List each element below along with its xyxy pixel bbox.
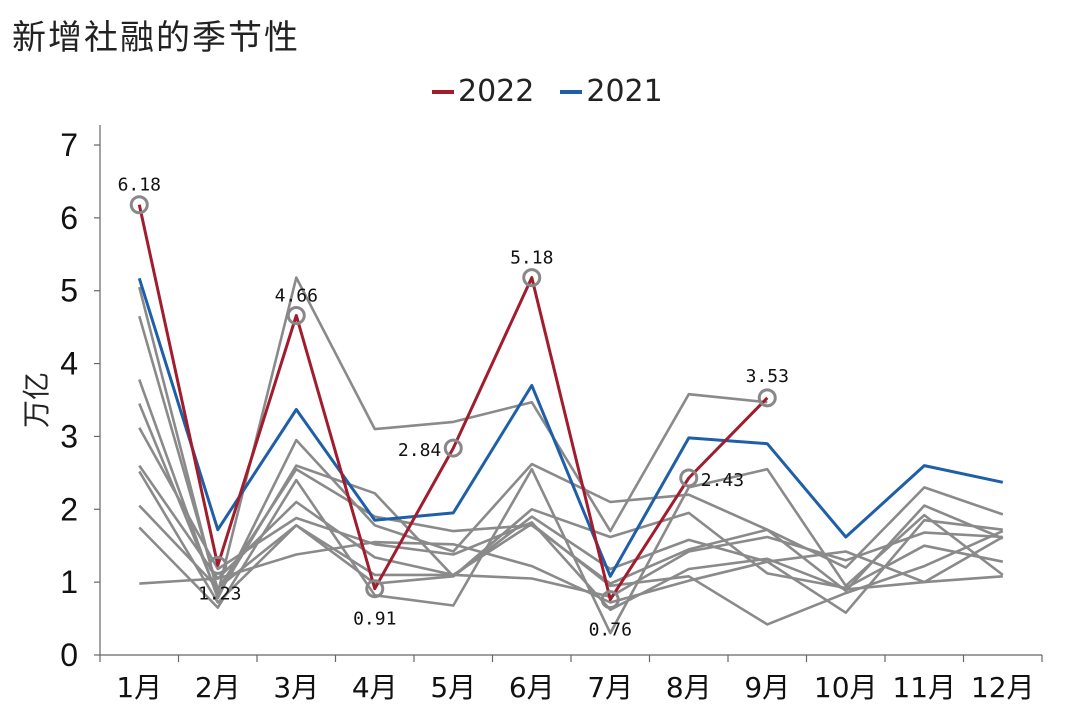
chart-title: 新增社融的季节性 xyxy=(12,18,300,58)
series-2022-line xyxy=(137,204,769,602)
data-label: 4.66 xyxy=(275,285,318,306)
x-tick-label: 6月 xyxy=(509,671,555,704)
series-2022-point-marker xyxy=(679,468,699,488)
history-series-line xyxy=(139,540,1003,604)
x-tick-label: 5月 xyxy=(430,671,476,704)
legend-label-2022: 2022 xyxy=(458,74,535,109)
x-tick-label: 12月 xyxy=(971,671,1035,704)
markers xyxy=(129,195,777,610)
history-lines xyxy=(138,276,1004,635)
legend-swatch-2021 xyxy=(560,89,583,94)
x-tick-label: 9月 xyxy=(744,671,790,704)
legend-label-2021: 2021 xyxy=(586,74,663,109)
labels: 6.18 1.23 4.66 0.91 2.84 5.18 0.76 2.43 3.53 xyxy=(118,175,789,641)
series-2022-point-marker xyxy=(600,590,620,610)
x-tick-label: 7月 xyxy=(587,671,633,704)
y-tick-label: 6 xyxy=(60,200,78,236)
x-tick-label: 4月 xyxy=(352,671,398,704)
x-tick-label: 11月 xyxy=(892,671,956,704)
data-label: 2.43 xyxy=(701,470,744,491)
y-tick-label: 3 xyxy=(60,418,78,454)
axes: 0 1 2 3 4 5 6 7 1月 2月 3月 4月 5月 6月 7月 8月 9月 10月 11月 12月 万亿 xyxy=(20,125,1043,704)
data-label: 0.76 xyxy=(589,620,632,641)
legend-item-2021: 2021 xyxy=(560,74,663,109)
series-2022-point-marker xyxy=(286,305,306,325)
y-tick-label: 5 xyxy=(60,273,78,309)
y-tick-label: 1 xyxy=(60,564,78,600)
main-lines xyxy=(137,204,1004,602)
series-2022-point-marker xyxy=(757,388,777,408)
y-tick-label: 7 xyxy=(60,127,78,163)
data-label: 6.18 xyxy=(118,175,161,196)
y-tick-label: 0 xyxy=(60,637,78,673)
data-label: 3.53 xyxy=(746,366,789,387)
history-series-line xyxy=(138,464,1004,626)
x-tick-label: 2月 xyxy=(195,671,241,704)
series-2021-line xyxy=(137,277,1004,578)
series-2022-point-marker xyxy=(443,438,463,458)
history-series-line xyxy=(138,467,1004,635)
legend-item-2022: 2022 xyxy=(432,74,534,109)
y-tick-label: 2 xyxy=(60,491,78,527)
history-series-line xyxy=(138,504,1004,590)
series-2022-point-marker xyxy=(129,195,149,215)
x-tick-label: 3月 xyxy=(273,671,319,704)
x-tick-label: 1月 xyxy=(116,671,162,704)
y-axis-title: 万亿 xyxy=(20,372,53,428)
series-2022-point-marker xyxy=(522,268,542,288)
legend-swatch-2022 xyxy=(432,89,454,94)
x-tick-label: 8月 xyxy=(666,671,712,704)
data-label: 1.23 xyxy=(198,583,241,604)
y-tick-label: 4 xyxy=(60,346,78,382)
series-2022-point-marker xyxy=(208,555,228,575)
data-label: 0.91 xyxy=(353,609,396,630)
data-label: 5.18 xyxy=(510,248,553,269)
series-2022-point-marker xyxy=(365,579,385,599)
x-tick-label: 10月 xyxy=(814,671,878,704)
legend: 2022 2021 xyxy=(432,74,663,109)
data-label: 2.84 xyxy=(398,440,441,461)
history-series-line xyxy=(138,403,1003,614)
